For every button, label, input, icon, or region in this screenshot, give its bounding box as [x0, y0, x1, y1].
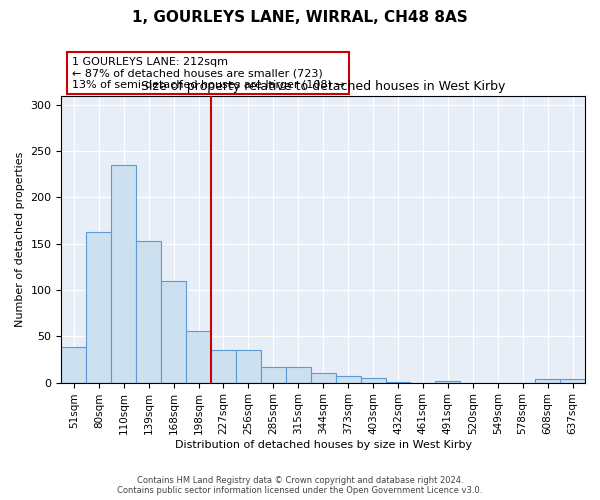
Bar [236, 350, 261, 382]
Bar [86, 232, 111, 382]
Bar [211, 350, 236, 382]
Bar [535, 379, 560, 382]
Bar [335, 376, 361, 382]
Bar [61, 348, 86, 382]
Y-axis label: Number of detached properties: Number of detached properties [15, 152, 25, 327]
Bar [136, 241, 161, 382]
Bar [311, 374, 335, 382]
Text: 1 GOURLEYS LANE: 212sqm
← 87% of detached houses are smaller (723)
13% of semi-d: 1 GOURLEYS LANE: 212sqm ← 87% of detache… [72, 56, 344, 90]
Bar [161, 280, 186, 382]
Bar [361, 378, 386, 382]
Bar [111, 165, 136, 382]
Bar [261, 367, 286, 382]
Bar [286, 367, 311, 382]
X-axis label: Distribution of detached houses by size in West Kirby: Distribution of detached houses by size … [175, 440, 472, 450]
Title: Size of property relative to detached houses in West Kirby: Size of property relative to detached ho… [141, 80, 505, 93]
Text: 1, GOURLEYS LANE, WIRRAL, CH48 8AS: 1, GOURLEYS LANE, WIRRAL, CH48 8AS [132, 10, 468, 25]
Bar [560, 379, 585, 382]
Text: Contains HM Land Registry data © Crown copyright and database right 2024.
Contai: Contains HM Land Registry data © Crown c… [118, 476, 482, 495]
Bar [186, 330, 211, 382]
Bar [436, 380, 460, 382]
